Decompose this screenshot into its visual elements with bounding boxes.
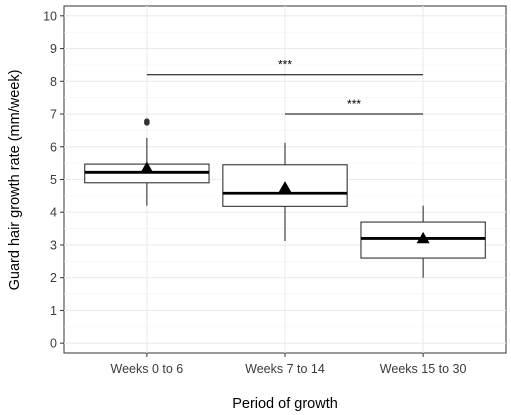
box-group [360,205,486,278]
significance-label: *** [278,58,292,72]
x-tick-label: Weeks 0 to 6 [111,362,184,376]
y-tick-label: 4 [50,206,57,220]
y-tick-label: 5 [50,173,57,187]
box-group [84,118,210,206]
boxes [84,118,486,278]
mean-marker [416,231,430,244]
y-tick-label: 1 [50,304,57,318]
y-tick-label: 8 [50,75,57,89]
y-axis: 0 1 2 3 4 5 6 7 8 9 10 [43,9,64,351]
mean-marker [140,161,154,173]
outlier-point [144,118,150,125]
y-axis-title: Guard hair growth rate (mm/week) [7,70,23,291]
y-tick-label: 2 [50,271,57,285]
significance-label: *** [347,97,361,111]
x-axis: Weeks 0 to 6 Weeks 7 to 14 Weeks 15 to 30 [111,353,467,376]
y-tick-label: 10 [43,9,57,23]
y-tick-label: 0 [50,337,57,351]
box-group [222,142,348,242]
y-tick-label: 6 [50,140,57,154]
x-tick-label: Weeks 7 to 14 [245,362,325,376]
y-tick-label: 7 [50,108,57,122]
x-tick-label: Weeks 15 to 30 [380,362,467,376]
x-axis-title: Period of growth [232,396,338,412]
y-tick-label: 9 [50,42,57,56]
significance-brackets: *** *** [146,58,424,115]
mean-marker [278,181,292,193]
y-tick-label: 3 [50,238,57,252]
